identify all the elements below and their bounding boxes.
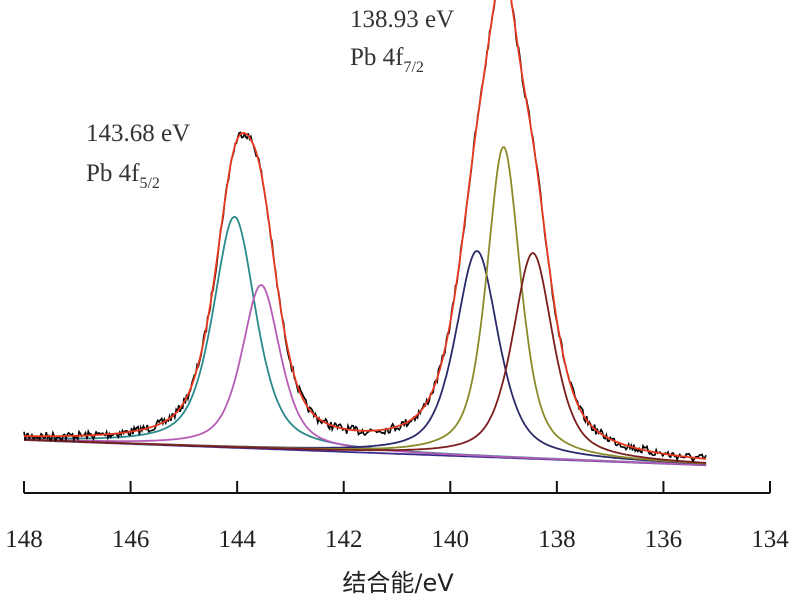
peak-assignment-label: Pb 4f7/2 [350, 44, 424, 76]
annotations: 143.68 eV Pb 4f5/2 138.93 eV Pb 4f7/2 [86, 6, 454, 192]
x-tick-label: 146 [112, 526, 150, 553]
envelope-fit-line [24, 0, 707, 460]
x-tick-label: 144 [218, 526, 256, 553]
x-tick-label: 142 [325, 526, 363, 553]
curves-layer [23, 0, 707, 467]
peak-pk4-line [24, 146, 707, 465]
x-tick-label: 134 [751, 526, 789, 553]
x-axis-title: 结合能/eV [342, 569, 454, 597]
x-axis-ticks: 148 146 144 142 140 138 136 134 [5, 481, 789, 553]
x-axis: 148 146 144 142 140 138 136 134 [5, 481, 789, 553]
peak-pk1-line [24, 215, 707, 466]
x-tick-label: 140 [432, 526, 470, 553]
x-tick-label: 138 [538, 526, 576, 553]
peak-pk5-line [23, 252, 707, 464]
x-tick-label: 148 [5, 526, 43, 553]
peak-assignment-label: Pb 4f5/2 [86, 160, 160, 192]
peak-assignment-subscript: 7/2 [403, 59, 423, 76]
raw-spectrum-line [23, 0, 707, 463]
x-tick-label: 136 [645, 526, 683, 553]
peak-energy-label: 138.93 eV [350, 6, 454, 33]
peak-assignment-subscript: 5/2 [139, 175, 159, 192]
peak-energy-label: 143.68 eV [86, 120, 190, 147]
